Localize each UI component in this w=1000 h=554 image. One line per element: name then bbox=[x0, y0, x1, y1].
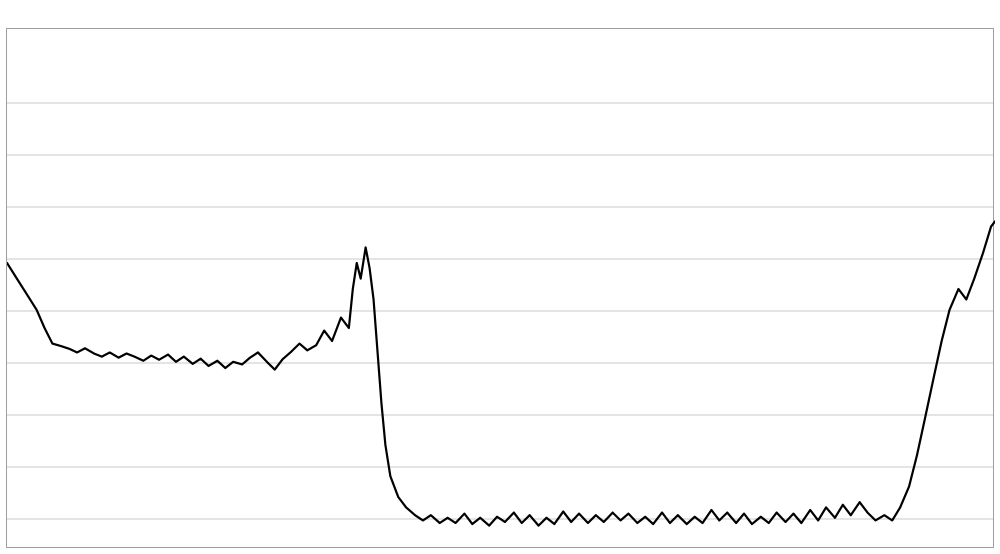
plot-area bbox=[6, 28, 994, 548]
line-chart bbox=[0, 0, 1000, 554]
series-line bbox=[7, 221, 995, 525]
line-series bbox=[7, 29, 995, 549]
